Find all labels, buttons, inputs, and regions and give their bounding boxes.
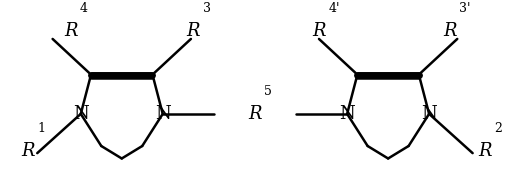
Text: N: N [73,105,89,123]
Text: 2: 2 [495,122,503,135]
Text: N: N [339,105,355,123]
Text: R: R [443,22,456,40]
Text: R: R [187,22,200,40]
Text: 3: 3 [203,2,211,15]
Text: 1: 1 [37,122,45,135]
Text: N: N [155,105,170,123]
Text: R: R [312,22,325,40]
Text: R: R [21,142,35,160]
Text: 3': 3' [459,2,470,15]
Text: 4': 4' [328,2,340,15]
Text: R: R [478,142,492,160]
Text: R: R [248,105,262,123]
Text: 4: 4 [80,2,88,15]
Text: N: N [421,105,437,123]
Text: R: R [64,22,77,40]
Text: 5: 5 [264,85,272,98]
